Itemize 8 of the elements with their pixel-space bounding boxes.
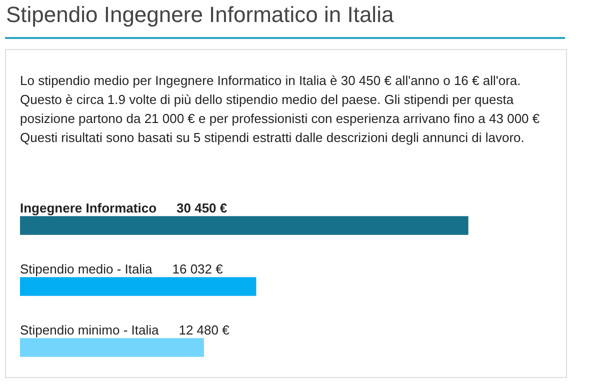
y-tick-label: Stipendio medio - Italia [20,262,154,276]
y-tick-label: Stipendio minimo - Italia [20,322,160,338]
y-tick-label: Ingegnere Informatico [20,200,157,216]
chart-title: Stipendio Ingegnere Informatico in Italia [6,2,394,28]
data-label: 12 480 € [178,322,230,338]
text: Lo stipendio medio per Ingegnere Informatico in Italia è 30 450 € all'anno o 16 € all'ora. Questo è circa 1.9 volte di più dello stipendio medio del paese. Gli stipendi per questa posizione partono da 21 000 € e per professionisti con esperienza arrivano fino a 43 000 € Questi risultati sono basati su 5 stipendi estratti dalle descrizioni degli annunci di lavoro. [20,72,541,147]
data-label: 16 032 € [172,262,224,276]
data-label: 30 450 € [176,200,228,216]
